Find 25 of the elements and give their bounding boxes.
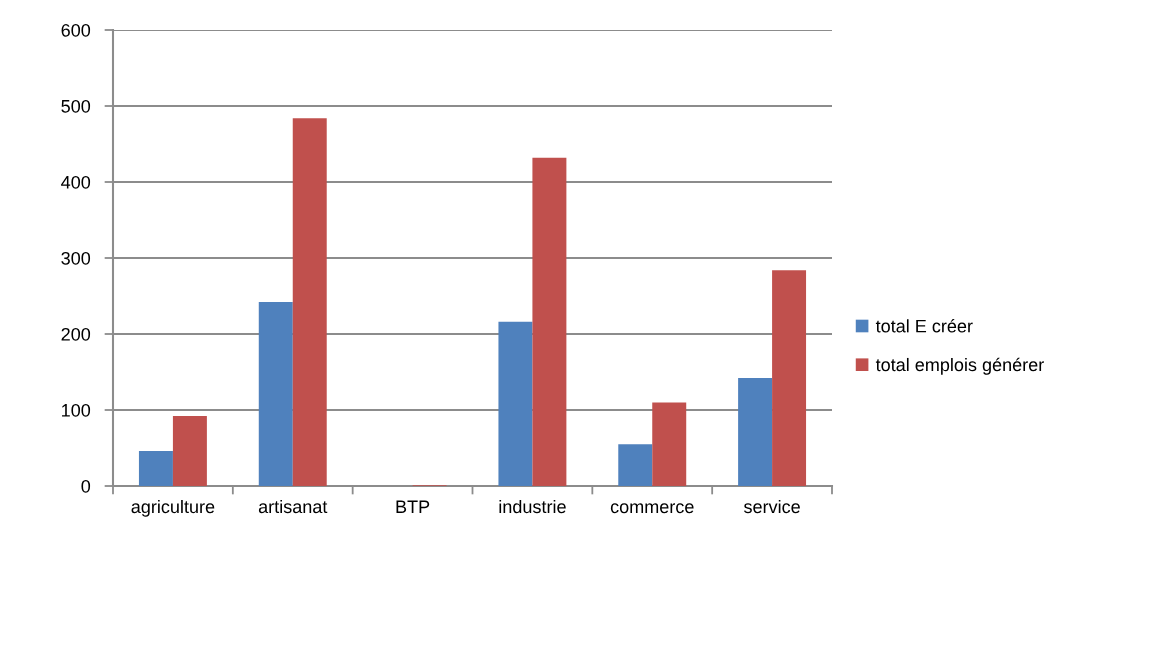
- bar: [532, 157, 567, 486]
- y-tick-label: 200: [61, 327, 91, 341]
- y-tick-label: 300: [61, 251, 91, 265]
- bar: [618, 444, 653, 486]
- bar: [258, 302, 293, 486]
- y-tick-label: 600: [61, 23, 91, 37]
- y-tick-label: 500: [61, 99, 91, 113]
- x-tick-label: service: [743, 499, 800, 514]
- x-tick-label: agriculture: [131, 499, 215, 517]
- x-tick-label: BTP: [396, 500, 430, 513]
- x-tick-label: industrie: [499, 499, 566, 514]
- bar: [498, 321, 533, 486]
- legend-label: total E créer: [875, 319, 973, 333]
- y-tick-label: 0: [81, 479, 91, 493]
- bar: [772, 270, 807, 486]
- x-tick-label: artisanat: [258, 499, 328, 514]
- bar: [138, 451, 173, 486]
- y-tick-label: 100: [62, 403, 91, 417]
- bar: [172, 416, 207, 486]
- x-tick-label: commerce: [610, 503, 694, 514]
- bar: [652, 402, 687, 486]
- legend-label: total emplois générer: [875, 357, 1044, 375]
- bar: [738, 378, 773, 486]
- y-tick-label: 400: [61, 175, 91, 189]
- bar: [292, 118, 327, 486]
